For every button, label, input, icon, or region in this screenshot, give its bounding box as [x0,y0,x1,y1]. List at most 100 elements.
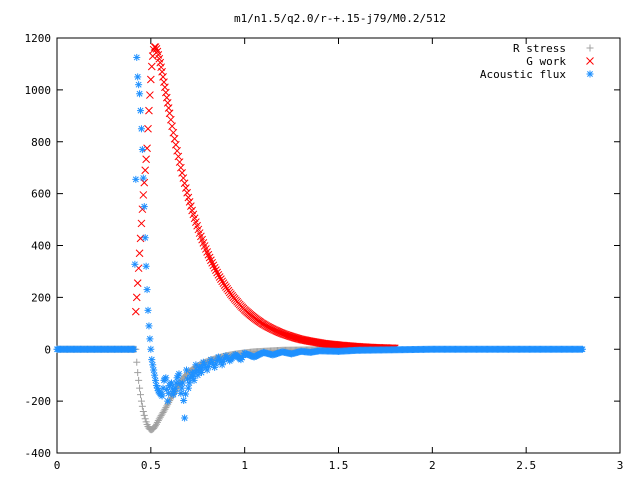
data-point [145,322,153,330]
data-point [151,371,159,379]
data-point [141,415,149,423]
data-point [177,389,185,397]
data-point [209,261,218,270]
data-point [169,128,178,137]
data-point [131,260,139,268]
data-point [184,193,193,202]
data-point [179,174,188,182]
data-point [153,418,161,426]
y-tick-label: 1200 [25,32,52,45]
y-tick-label: 0 [44,343,51,356]
data-point [182,390,190,398]
data-point [157,63,166,72]
data-point [152,376,160,384]
data-point [135,81,143,89]
data-point [214,270,223,279]
data-point [578,345,586,353]
data-point [144,306,152,314]
data-point [187,202,195,211]
data-point [213,268,221,277]
data-point [156,58,165,67]
data-point [136,90,144,98]
data-point [144,124,152,133]
legend-label: G work [526,55,566,68]
data-point [158,392,166,400]
y-tick-label: 800 [31,136,51,149]
data-point [171,384,179,392]
data-point [152,420,160,428]
data-point [135,249,144,258]
y-tick-label: 600 [31,188,51,201]
data-point [141,234,149,242]
data-point [212,266,220,274]
data-point [146,91,154,99]
data-point [179,379,187,387]
data-point [143,286,151,294]
legend-marker [586,57,594,65]
data-point [146,75,155,84]
x-axis: 0 0.5 1 1.5 2 2.5 3 [54,38,623,472]
data-point [166,115,175,124]
data-point [137,391,145,399]
data-point [178,169,186,177]
y-tick-label: -200 [25,395,52,408]
data-point [172,140,180,149]
data-point [143,144,151,153]
data-point [177,163,185,172]
data-point [183,188,191,197]
data-point [140,411,148,419]
data-point [137,125,145,133]
data-point [181,414,189,422]
data-point [137,397,145,405]
x-tick-label: 1 [241,459,248,472]
data-point [164,397,172,405]
x-tick-label: 0.5 [141,459,161,472]
data-point [185,197,194,206]
data-point [163,402,171,410]
data-point [137,219,146,228]
data-point [178,384,186,392]
data-point [198,369,206,377]
data-point [138,146,146,154]
data-point [131,307,140,316]
data-point [192,361,200,369]
data-point [151,43,160,51]
data-point [217,275,225,283]
data-point [175,370,183,378]
y-tick-label: 1000 [25,84,52,97]
legend-marker [586,70,594,78]
y-axis: -400 -200 0 200 400 600 800 1000 1200 [25,32,620,460]
data-point [150,366,158,374]
data-point [132,293,141,302]
data-point [148,356,156,364]
x-tick-label: 2 [429,459,436,472]
data-point [147,345,155,353]
data-point [165,389,173,397]
data-point [139,408,147,415]
data-point [139,174,147,182]
data-point [190,376,198,384]
data-point [180,179,189,188]
plot-frame [56,37,621,454]
data-point [133,279,142,287]
data-point [149,361,157,369]
data-point [136,384,144,392]
data-point [142,155,150,164]
series-acoustic-flux [53,53,586,422]
data-point [130,345,138,353]
chart-title: m1/n1.5/q2.0/r-+.15-j79/M0.2/512 [234,12,446,25]
data-point [141,166,150,175]
data-point [138,402,146,410]
data-point [162,374,170,382]
data-point [182,184,190,192]
data-point [146,335,154,343]
data-point [133,53,141,61]
data-point [168,122,176,131]
data-point [180,396,188,404]
data-point [145,106,153,115]
data-point [208,258,216,267]
data-point [140,203,148,211]
